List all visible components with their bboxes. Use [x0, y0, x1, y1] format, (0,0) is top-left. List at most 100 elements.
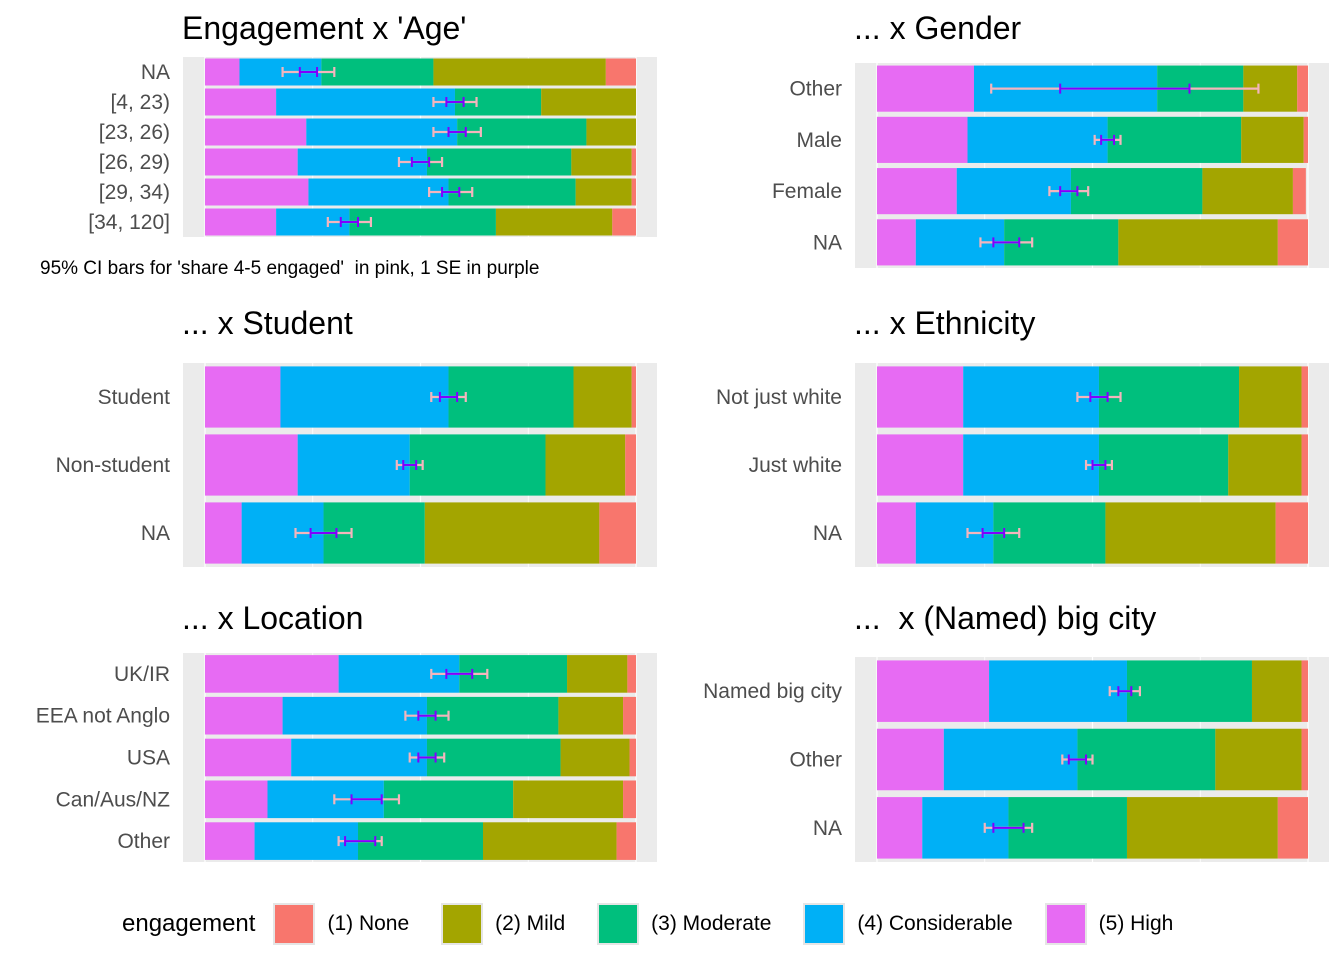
bar-segment-high	[205, 118, 307, 146]
bar-segment-considerable	[967, 116, 1108, 163]
bar-segment-mild	[424, 502, 600, 564]
category-label: Other	[789, 78, 842, 101]
bar-segment-high	[877, 116, 968, 163]
category-label: NA	[141, 61, 170, 84]
bar-segment-mild	[1241, 116, 1304, 163]
panel-gender: Other Male Female NA	[772, 63, 1329, 268]
ci-caption: 95% CI bars for 'share 4-5 engaged' in p…	[40, 258, 540, 279]
bar-segment-none	[612, 208, 636, 236]
legend-swatch-moderate	[599, 905, 638, 943]
legend-swatch-high	[1046, 905, 1085, 943]
legend-swatch-considerable	[805, 905, 844, 943]
panel-title-location: ... x Location	[182, 600, 364, 636]
bar-segment-mild	[1215, 728, 1302, 791]
bar-segment-none	[1301, 434, 1308, 496]
bar-segment-considerable	[280, 366, 449, 428]
bar-segment-high	[877, 797, 923, 859]
bar-segment-none	[1301, 728, 1308, 791]
legend-key-high	[1044, 903, 1087, 945]
bar-segment-moderate	[1077, 728, 1216, 791]
bar-segment-high	[205, 502, 242, 564]
category-label: [23, 26)	[99, 121, 170, 144]
legend-label-high: (5) High	[1098, 912, 1174, 935]
panel-location: UK/IR EEA not Anglo USA Can/Aus/NZ Other	[36, 653, 657, 862]
legend-key-none	[273, 903, 316, 945]
bar-segment-high	[877, 65, 974, 112]
bar-segment-none	[625, 434, 636, 496]
panel-title-age: Engagement x 'Age'	[182, 10, 467, 46]
bar-segment-none	[629, 738, 636, 777]
bar-segment-mild	[567, 655, 628, 693]
category-label: Male	[796, 129, 842, 152]
bar-segment-none	[1297, 65, 1308, 112]
bar-segment-mild	[433, 58, 606, 86]
bar-segment-high	[877, 434, 964, 496]
category-label: NA	[813, 231, 842, 254]
panel-big-city: Named big city Other NA	[703, 657, 1329, 862]
category-label: [4, 23)	[110, 91, 170, 114]
bar-segment-high	[877, 219, 916, 266]
legend: engagement (1) None (2) Mild (3) Moderat…	[122, 900, 1205, 948]
legend-swatch-mild	[443, 905, 482, 943]
category-label: Female	[772, 180, 842, 203]
category-label: Non-student	[56, 454, 171, 477]
bar-segment-high	[205, 655, 339, 693]
bar-segment-moderate	[426, 738, 561, 777]
legend-key-mild	[441, 903, 484, 945]
bar-segment-moderate	[383, 780, 514, 819]
bar-segment-considerable	[943, 728, 1078, 791]
category-label: UK/IR	[114, 663, 170, 686]
bar-segment-high	[205, 148, 298, 176]
bar-segment-high	[205, 738, 292, 777]
bar-segment-none	[627, 655, 636, 693]
category-label: Named big city	[703, 680, 842, 703]
bar-segment-moderate	[426, 148, 572, 176]
bar-segment-high	[205, 696, 283, 735]
category-label: [34, 120]	[88, 211, 170, 234]
legend-swatch-none	[275, 905, 314, 943]
bar-segment-high	[877, 728, 944, 791]
bar-segment-moderate	[1098, 366, 1240, 428]
category-label: Other	[789, 749, 842, 772]
bar-segment-mild	[1105, 502, 1276, 564]
bar-segment-moderate	[448, 366, 574, 428]
bar-segment-mild	[571, 148, 632, 176]
bar-segment-high	[205, 178, 309, 206]
bar-segment-none	[623, 780, 636, 819]
bar-segment-considerable	[306, 118, 458, 146]
bar-segment-high	[205, 88, 277, 116]
bar-segment-mild	[575, 178, 632, 206]
bar-segment-mild	[541, 88, 636, 116]
legend-label-none: (1) None	[327, 912, 410, 935]
category-label: Other	[117, 830, 170, 853]
bar-segment-mild	[1202, 168, 1293, 215]
panel-title-big-city: ... x (Named) big city	[854, 600, 1157, 636]
bar-segment-mild	[558, 696, 624, 735]
bar-segment-high	[205, 822, 255, 860]
bar-segment-mild	[1239, 366, 1302, 428]
bar-segment-high	[877, 660, 990, 722]
bar-segment-none	[1292, 168, 1306, 215]
bar-segment-none	[1303, 116, 1308, 163]
bar-segment-mild	[560, 738, 630, 777]
bar-segment-considerable	[989, 660, 1127, 722]
bar-segment-mild	[495, 208, 613, 236]
bar-segment-high	[877, 168, 957, 215]
bar-segment-high	[205, 58, 240, 86]
legend-label-moderate: (3) Moderate	[651, 912, 772, 935]
bar-segment-none	[1277, 797, 1308, 859]
bar-segment-mild	[513, 780, 624, 819]
bar-segment-moderate	[1098, 434, 1229, 496]
bar-segment-none	[623, 696, 636, 735]
panel-title-gender: ... x Gender	[854, 10, 1022, 46]
bar-segment-moderate	[409, 434, 546, 496]
bar-segment-mild	[1228, 434, 1302, 496]
category-label: Not just white	[716, 386, 842, 409]
category-label: Student	[98, 386, 171, 409]
bar-segment-none	[631, 366, 636, 428]
bar-segment-considerable	[963, 434, 1099, 496]
bar-segment-high	[205, 366, 281, 428]
legend-title: engagement	[122, 910, 256, 937]
